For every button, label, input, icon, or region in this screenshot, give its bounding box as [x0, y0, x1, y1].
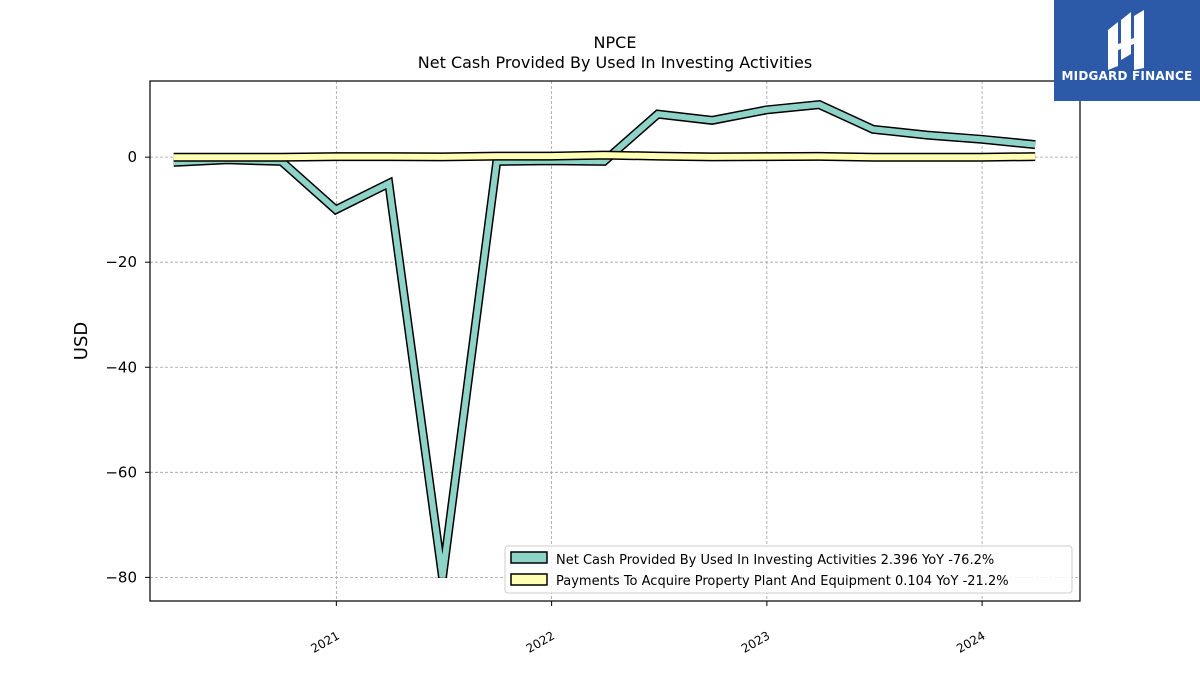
- series-line: [173, 101, 1036, 578]
- legend-swatch: [510, 551, 548, 564]
- plot-frame: [149, 80, 1081, 602]
- chart-subtitle: Net Cash Provided By Used In Investing A…: [418, 53, 812, 72]
- x-tick-label: 2023: [739, 628, 772, 655]
- brand-name: MIDGARD FINANCE: [1061, 69, 1193, 83]
- y-tick-label: −20: [105, 253, 137, 271]
- y-axis-label: USD: [71, 322, 92, 360]
- series-line-outline: [173, 100, 1036, 579]
- x-tick-label: 2021: [308, 628, 341, 655]
- brand-mark-icon: [1108, 10, 1144, 70]
- legend-swatch: [510, 573, 548, 586]
- y-tick-label: −80: [105, 568, 137, 586]
- brand-logo: MIDGARD FINANCE: [1054, 0, 1200, 101]
- y-tick-label: −40: [105, 358, 137, 376]
- y-axis: 0 −20 −40 −60 −80: [105, 148, 150, 586]
- legend-box: [504, 545, 1073, 594]
- x-tick-label: 2024: [954, 628, 987, 655]
- y-tick-label: 0: [127, 148, 137, 166]
- x-tick-label: 2022: [524, 628, 557, 655]
- series-layer: [173, 100, 1036, 579]
- legend-label: Payments To Acquire Property Plant And E…: [556, 574, 1009, 589]
- x-axis: 2021 2022 2023 2024: [308, 601, 988, 656]
- legend: Net Cash Provided By Used In Investing A…: [504, 545, 1073, 594]
- series-line: [173, 152, 1036, 161]
- legend-label: Net Cash Provided By Used In Investing A…: [556, 553, 994, 568]
- chart-title: NPCE: [594, 33, 637, 52]
- y-tick-label: −60: [105, 463, 137, 481]
